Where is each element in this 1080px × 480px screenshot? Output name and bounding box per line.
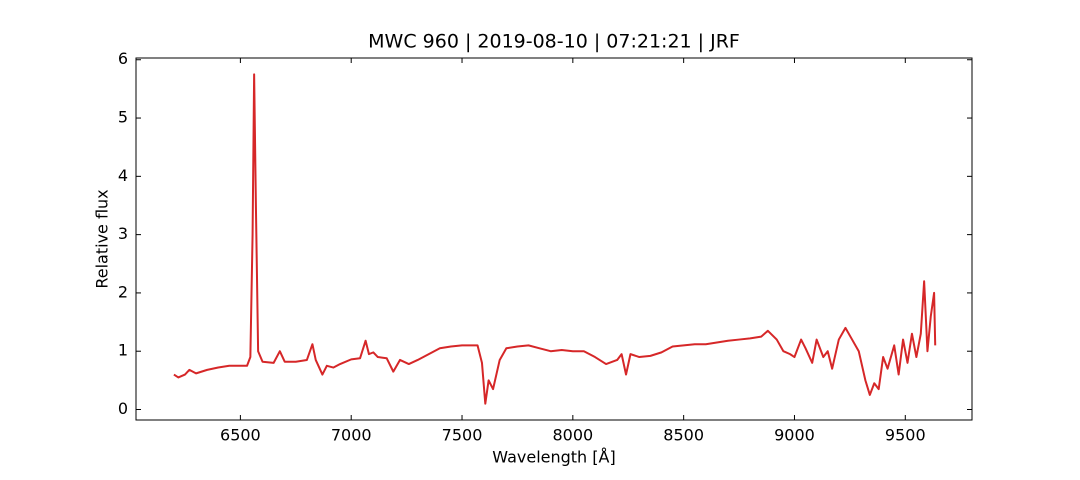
x-tick-label: 7000 — [331, 426, 372, 445]
x-tick-label: 7500 — [442, 426, 483, 445]
spectrum-line — [173, 73, 937, 405]
x-tick-label: 8500 — [663, 426, 704, 445]
y-tick-label: 6 — [118, 49, 128, 68]
chart-title: MWC 960 | 2019-08-10 | 07:21:21 | JRF — [368, 31, 740, 53]
x-tick-label: 9000 — [774, 426, 815, 445]
y-tick-label: 2 — [118, 282, 128, 301]
x-tick-label: 6500 — [220, 426, 261, 445]
y-tick-label: 0 — [118, 399, 128, 418]
y-tick-label: 4 — [118, 166, 128, 185]
y-tick-label: 5 — [118, 108, 128, 127]
x-tick-label: 8000 — [552, 426, 593, 445]
y-tick-label: 3 — [118, 224, 128, 243]
x-tick-label: 9500 — [885, 426, 926, 445]
x-axis-label: Wavelength [Å] — [492, 448, 615, 467]
y-tick-label: 1 — [118, 341, 128, 360]
plot-frame — [135, 57, 973, 421]
y-axis-label: Relative flux — [93, 189, 112, 288]
